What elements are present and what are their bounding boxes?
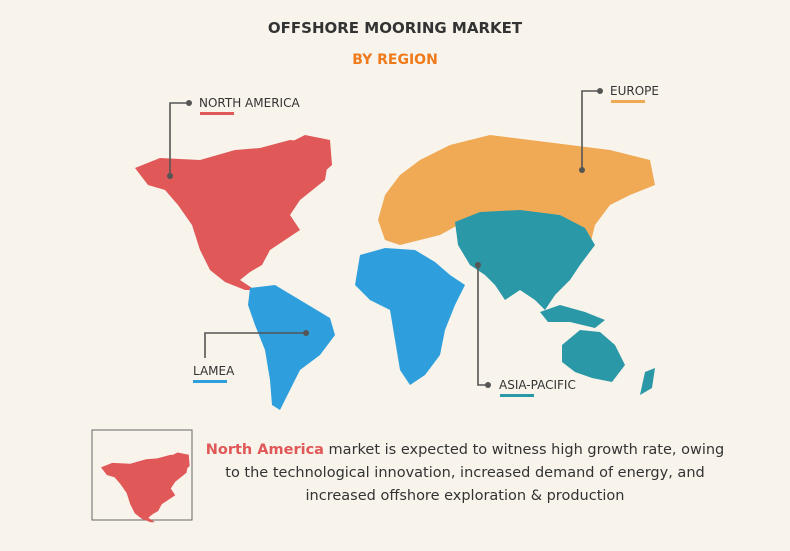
leader-dot	[485, 382, 491, 388]
greenland-shape	[285, 135, 332, 180]
note-highlight: North America	[205, 442, 324, 458]
leader-line	[477, 265, 488, 386]
islands-shape	[540, 305, 605, 328]
leader-dot	[475, 262, 481, 268]
region-label: EUROPE	[610, 84, 659, 98]
leader-line	[204, 332, 306, 358]
note: North America market is expected to witn…	[205, 439, 725, 508]
note-text: market is expected to witness high growt…	[225, 442, 725, 504]
australia-shape	[562, 330, 625, 382]
leader-line	[169, 102, 189, 176]
leader-dot	[597, 88, 603, 94]
leader-dot	[303, 330, 309, 336]
title: OFFSHORE MOORING MARKET	[268, 19, 523, 37]
inset-frame	[91, 429, 193, 521]
label-underline	[611, 100, 645, 103]
label-underline	[500, 394, 534, 397]
south-america-shape	[248, 285, 335, 410]
region-label: ASIA-PACIFIC	[499, 378, 576, 392]
label-underline	[200, 112, 234, 115]
label-underline	[193, 380, 227, 383]
leader-dot	[579, 167, 585, 173]
inset-greenland	[168, 452, 190, 473]
leader-dot	[186, 100, 192, 106]
inset-north-america	[101, 454, 189, 523]
new-zealand-shape	[640, 368, 655, 395]
europe-shape	[378, 135, 655, 245]
region-label: NORTH AMERICA	[199, 96, 300, 110]
inset-map	[101, 452, 190, 523]
region-label: LAMEA	[193, 364, 235, 378]
leader-dot	[167, 173, 173, 179]
asia-shape	[455, 210, 595, 310]
subtitle: BY REGION	[352, 52, 438, 68]
leader-line	[581, 90, 600, 170]
north-america-shape	[135, 140, 330, 290]
africa-shape	[355, 248, 465, 385]
